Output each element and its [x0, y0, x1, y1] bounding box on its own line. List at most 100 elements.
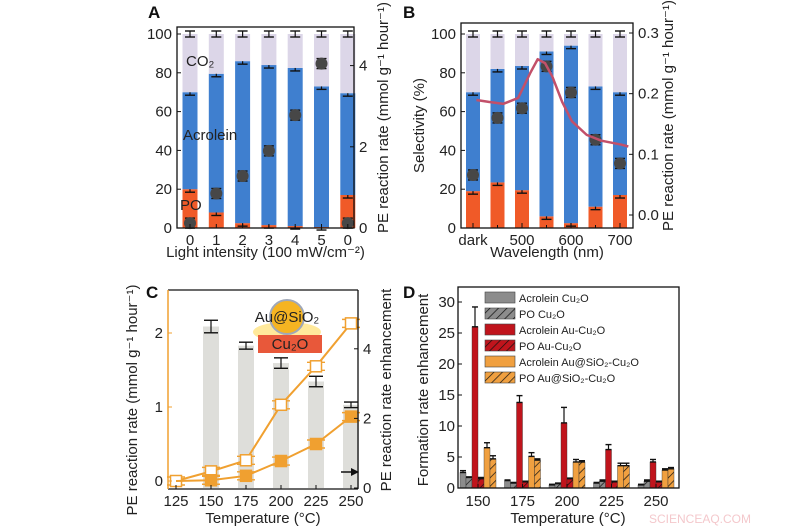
x-tick-label: 4 — [291, 232, 299, 249]
y2-tick-label: 0 — [359, 220, 367, 237]
bar-0-225 — [593, 482, 600, 489]
bar-acrolein-6 — [340, 93, 356, 196]
plot-frame-D — [457, 286, 680, 489]
y-tick-label: 80 — [439, 65, 456, 82]
bar-co-4 — [287, 34, 303, 68]
bar-4-200 — [572, 461, 580, 489]
y-tick-label: 100 — [431, 26, 456, 43]
legend-swatch-0 — [484, 291, 516, 304]
bar-co-1 — [490, 34, 505, 69]
enhancement-bar-225 — [308, 381, 324, 488]
rate-point-2 — [236, 170, 249, 183]
bar-hatch — [579, 461, 585, 488]
x-tick-label: 250 — [643, 493, 668, 510]
bar-hatch — [478, 478, 484, 488]
legend-swatch-hatch — [485, 308, 515, 319]
bar-acrolein-5 — [588, 86, 603, 207]
x-tick-label: 250 — [338, 493, 363, 510]
y-tick-label: 2 — [155, 325, 163, 342]
rate-point-2 — [516, 102, 528, 115]
legend-label: PO Au-Cu₂O — [519, 341, 582, 353]
bar-4-250 — [661, 469, 669, 489]
y-tick-label: 20 — [439, 181, 456, 198]
x-tick-label: dark — [458, 232, 488, 249]
rate-point-5 — [315, 57, 328, 70]
bar-0-175 — [504, 480, 511, 489]
bar-hatch — [599, 481, 606, 488]
rate-point-4 — [289, 109, 302, 122]
point-filled-square-200 — [274, 454, 288, 468]
inset-cu2o-substrate — [258, 335, 322, 353]
legend-label: PO Cu₂O — [519, 309, 565, 321]
panel-letter: A — [148, 3, 160, 22]
x-tick-label: 600 — [558, 232, 583, 249]
y-tick-label: 80 — [155, 65, 172, 82]
x-tick-label: 200 — [554, 493, 579, 510]
bar-hatch — [466, 477, 472, 488]
x-axis-label: Temperature (°C) — [510, 510, 625, 527]
legend-swatch-hatch — [485, 340, 515, 351]
bar-po-1 — [208, 212, 224, 228]
bar-po-3 — [539, 216, 554, 228]
legend-label: Acrolein Au@SiO₂-Cu₂O — [519, 357, 639, 369]
y2-axis-label: PE reaction rate (mmol g⁻¹ hour⁻¹) — [660, 0, 677, 231]
rate-point-6 — [341, 217, 354, 230]
x-tick-label: 1 — [212, 232, 220, 249]
x-axis-label: Wavelength (nm) — [490, 244, 604, 261]
bar-co-2 — [235, 34, 251, 62]
bar-co-2 — [515, 34, 529, 67]
bar-acrolein-1 — [208, 73, 224, 213]
y-axis-label: Selectivity (%) — [411, 78, 428, 173]
bar-acrolein-2 — [235, 61, 251, 224]
bar-acrolein-0 — [466, 92, 480, 192]
bar-acrolein-2 — [515, 66, 529, 191]
rate-point-1 — [491, 111, 504, 124]
rate-point-1 — [210, 187, 223, 200]
bar-hatch — [534, 460, 541, 488]
enhancement-bar-150 — [203, 326, 219, 488]
x-axis-label: Temperature (°C) — [205, 510, 320, 527]
y2-tick-label: 0.0 — [638, 207, 659, 224]
y-tick-label: 0 — [447, 480, 455, 497]
bar-acrolein-5 — [314, 86, 329, 228]
rate-point-3 — [262, 144, 275, 157]
enhancement-bar-250 — [343, 404, 359, 488]
y2-axis-label: PE reaction rate (mmol g⁻¹ hour⁻¹) — [375, 2, 392, 233]
series-label-acrolein: Acrolein — [183, 127, 237, 144]
bar-2-150 — [471, 326, 479, 489]
y-tick-label: 20 — [155, 181, 172, 198]
x-tick-label: 2 — [238, 232, 246, 249]
bar-po-5 — [588, 206, 603, 228]
y-tick-label: 0 — [155, 473, 163, 490]
y-tick-label: 40 — [439, 142, 456, 159]
y-tick-label: 0 — [448, 220, 456, 237]
plot-frame-A — [176, 26, 355, 229]
series-label-co2: CO₂ — [186, 53, 215, 70]
bar-2-200 — [560, 422, 568, 489]
y-tick-label: 5 — [447, 449, 455, 466]
legend-swatch-hatch — [485, 372, 515, 383]
point-filled-square-250 — [344, 410, 358, 423]
x-tick-label: 175 — [510, 493, 535, 510]
y-axis-label: Formation rate enhancement — [415, 293, 432, 486]
y-tick-label: 60 — [155, 104, 172, 121]
x-tick-label: 150 — [198, 493, 223, 510]
panel-letter: D — [403, 283, 415, 302]
enhancement-bar-175 — [238, 345, 254, 488]
bar-hatch — [644, 481, 650, 488]
bar-0-150 — [459, 472, 467, 489]
bar-2-250 — [649, 461, 657, 489]
point-open-square-175 — [239, 454, 253, 467]
series-line-filled-square — [175, 415, 352, 482]
y-tick-label: 15 — [438, 387, 455, 404]
x-tick-label: 200 — [268, 493, 293, 510]
bar-hatch — [668, 468, 674, 488]
y2-tick-label: 0.3 — [638, 25, 659, 42]
panel-letter: C — [146, 283, 158, 302]
bar-co-0 — [466, 34, 480, 93]
watermark: SCIENCEAQ.COM — [649, 512, 751, 526]
y2-tick-label: 0 — [363, 480, 371, 497]
legend-label: Acrolein Au-Cu₂O — [519, 325, 606, 337]
point-open-square-250 — [344, 317, 358, 330]
